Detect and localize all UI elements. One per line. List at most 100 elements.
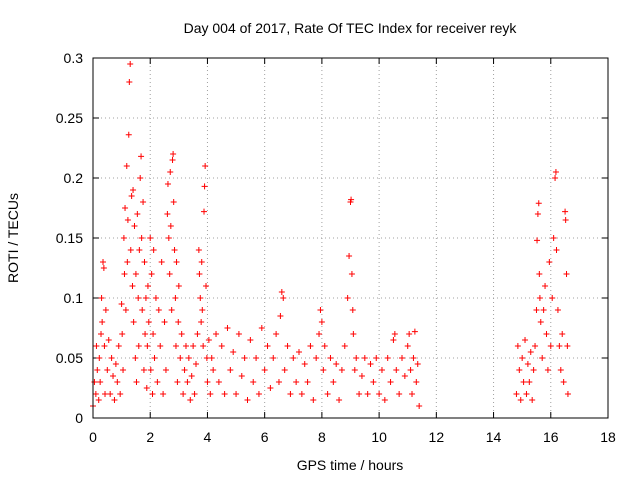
data-point	[130, 319, 137, 325]
data-point	[139, 307, 146, 313]
data-point	[100, 259, 107, 265]
data-point	[124, 259, 131, 265]
data-point	[547, 343, 554, 349]
data-point	[93, 343, 100, 349]
data-point	[184, 379, 191, 385]
data-point	[244, 397, 251, 403]
data-point	[100, 265, 107, 271]
data-point	[327, 355, 334, 361]
data-point	[370, 379, 377, 385]
data-point	[356, 391, 363, 397]
data-point	[513, 391, 520, 397]
data-point	[348, 196, 355, 203]
data-point	[261, 367, 268, 373]
data-point	[349, 307, 356, 313]
data-point	[376, 391, 383, 397]
x-tick-label: 2	[146, 429, 154, 445]
data-point	[536, 295, 543, 301]
data-point	[559, 331, 566, 337]
data-point	[129, 283, 136, 289]
data-point	[208, 355, 215, 361]
data-point	[147, 235, 154, 241]
data-point	[165, 235, 172, 241]
data-point	[167, 169, 174, 175]
data-point	[221, 391, 228, 397]
x-tick-label: 0	[89, 429, 97, 445]
data-point	[393, 367, 400, 373]
data-point	[353, 355, 360, 361]
data-point	[154, 379, 161, 385]
axis-ticks: 0 2 4 6 8 10 12 14 16 18 0 0.05 0.1 0.15 0.2 0.25 0.3	[56, 50, 616, 445]
data-point	[185, 355, 192, 361]
data-point	[202, 163, 209, 169]
data-point	[204, 379, 211, 385]
data-point	[227, 367, 234, 373]
data-point	[137, 175, 144, 181]
data-point	[532, 343, 539, 349]
data-point	[364, 391, 371, 397]
data-point	[218, 343, 225, 349]
data-point	[390, 337, 397, 343]
data-point	[529, 397, 536, 403]
data-point	[341, 343, 348, 349]
data-point	[164, 181, 171, 187]
data-point	[119, 331, 126, 337]
data-point	[157, 343, 164, 349]
data-point	[278, 289, 285, 295]
data-point	[173, 259, 180, 265]
data-point	[121, 271, 128, 277]
data-point	[150, 247, 157, 253]
data-point	[133, 379, 140, 385]
data-point	[238, 373, 245, 379]
data-point	[171, 247, 178, 253]
data-point	[224, 325, 231, 331]
data-point	[170, 199, 177, 205]
data-point	[144, 283, 151, 289]
data-point	[135, 295, 142, 301]
data-point	[207, 391, 214, 397]
data-point	[143, 385, 150, 391]
data-point	[270, 355, 277, 361]
data-point	[177, 355, 184, 361]
data-point	[122, 307, 129, 313]
data-point	[317, 307, 324, 313]
data-point	[348, 271, 355, 277]
data-point	[141, 259, 148, 265]
data-point	[187, 397, 194, 403]
x-tick-label: 12	[429, 429, 445, 445]
data-point	[540, 307, 547, 313]
data-point	[114, 379, 121, 385]
data-point	[172, 295, 179, 301]
data-point	[404, 343, 411, 349]
data-point	[148, 271, 155, 277]
data-point	[543, 331, 550, 337]
data-point	[190, 343, 197, 349]
x-tick-label: 14	[486, 429, 502, 445]
data-point	[273, 331, 280, 337]
data-point	[145, 319, 152, 325]
data-point	[126, 79, 133, 85]
data-point	[320, 367, 327, 373]
data-point	[164, 211, 171, 217]
data-point	[527, 349, 534, 355]
data-point	[277, 313, 284, 319]
data-point	[95, 397, 102, 403]
data-point	[158, 259, 165, 265]
data-point	[553, 247, 560, 253]
data-point	[92, 391, 99, 397]
data-point	[196, 271, 203, 277]
data-point	[546, 259, 553, 265]
data-point	[544, 367, 551, 373]
data-point	[298, 391, 305, 397]
data-point	[203, 283, 210, 289]
data-point	[562, 217, 569, 223]
data-point	[556, 343, 563, 349]
data-point	[407, 367, 414, 373]
data-point	[115, 343, 122, 349]
data-point	[313, 355, 320, 361]
data-point	[142, 331, 149, 337]
y-tick-label: 0.2	[64, 170, 84, 186]
data-point	[101, 343, 108, 349]
data-point	[118, 301, 125, 307]
